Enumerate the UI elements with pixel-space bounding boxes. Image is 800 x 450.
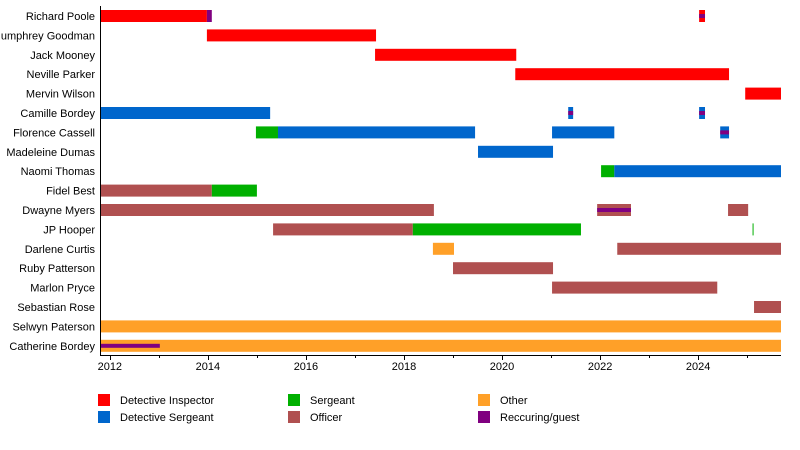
row-labels: Richard Poole Humphrey Goodman Jack Mooney… [0, 11, 95, 353]
row-label: Darlene Curtis [25, 244, 96, 256]
row-label: Madeleine Dumas [6, 147, 95, 159]
bar-segment-di [375, 48, 517, 61]
bar-segment-guest [206, 10, 212, 22]
row-label: Catherine Bordey [9, 341, 95, 353]
bar-segment-officer [453, 262, 554, 275]
row-label: Camille Bordey [20, 108, 95, 120]
legend: Detective Inspector Detective Sergeant Ser… [98, 394, 580, 424]
legend-label-di: Detective Inspector [120, 395, 214, 407]
x-axis: 2012 2014 2016 2018 2020 2022 2024 [98, 6, 781, 373]
row-label: Sebastian Rose [17, 302, 95, 314]
bar-segment-ds [552, 126, 615, 139]
bar-segment-di [206, 29, 377, 42]
bar-segment-officer [754, 301, 781, 313]
bar-segment-other [432, 242, 454, 255]
row-label: Richard Poole [26, 11, 95, 23]
bar-segment-di [515, 68, 730, 81]
bar-segment-officer [617, 242, 781, 255]
legend-label-other: Other [500, 395, 528, 407]
bar-segment-ds [614, 165, 781, 178]
legend-swatch-ds [98, 411, 110, 423]
bar-segment-sgt [412, 223, 581, 236]
row-label: Selwyn Paterson [12, 321, 95, 333]
bar-segment-officer [728, 204, 749, 216]
x-tick-label: 2020 [490, 361, 514, 373]
legend-label-ds: Detective Sergeant [120, 412, 214, 424]
row-label: Neville Parker [27, 69, 96, 81]
legend-label-officer: Officer [310, 412, 343, 424]
row-label: Marlon Pryce [30, 283, 95, 295]
bar-segment-other [101, 339, 781, 352]
bar-segment-officer [552, 281, 718, 294]
x-tick-label: 2018 [392, 361, 416, 373]
bar-segment-officer [101, 204, 434, 216]
row-label: Naomi Thomas [21, 166, 96, 178]
bar-segment-other [101, 320, 781, 333]
bar-segment-sgt [752, 223, 754, 236]
row-label: Mervin Wilson [26, 89, 95, 101]
bar-segment-guest-overlay [699, 14, 706, 18]
x-tick-label: 2012 [98, 361, 122, 373]
bar-segment-officer [101, 184, 212, 197]
bar-segment-di [745, 87, 781, 100]
row-label: Fidel Best [46, 186, 95, 198]
legend-swatch-sgt [288, 394, 300, 406]
bar-segment-sgt [601, 165, 615, 178]
x-tick-label: 2016 [294, 361, 318, 373]
bar-segment-ds [478, 145, 554, 158]
bars-layer [101, 10, 781, 352]
bar-segment-guest-overlay [720, 130, 730, 135]
bar-segment-di [101, 10, 207, 22]
legend-swatch-officer [288, 411, 300, 423]
row-label: Jack Mooney [30, 50, 95, 62]
legend-swatch-di [98, 394, 110, 406]
x-tick-label: 2024 [686, 361, 710, 373]
bar-segment-officer [273, 223, 413, 236]
bar-segment-ds [101, 107, 271, 119]
row-label: Florence Cassell [13, 127, 95, 139]
x-tick-label: 2022 [588, 361, 612, 373]
legend-label-guest: Reccuring/guest [500, 412, 580, 424]
bar-segment-guest-overlay [699, 111, 706, 115]
bar-segment-sgt [255, 126, 278, 139]
legend-swatch-other [478, 394, 490, 406]
row-label: JP Hooper [43, 224, 95, 236]
x-tick-label: 2014 [196, 361, 220, 373]
row-label: Dwayne Myers [22, 205, 95, 217]
legend-swatch-guest [478, 411, 490, 423]
bar-segment-guest-overlay [101, 343, 160, 348]
bar-segment-guest-overlay [597, 208, 631, 212]
bar-segment-sgt [211, 184, 257, 197]
legend-label-sgt: Sergeant [310, 395, 355, 407]
row-label: Humphrey Goodman [0, 30, 95, 42]
bar-segment-guest-overlay [568, 111, 574, 115]
row-label: Ruby Patterson [19, 263, 95, 275]
bar-segment-ds [277, 126, 476, 139]
